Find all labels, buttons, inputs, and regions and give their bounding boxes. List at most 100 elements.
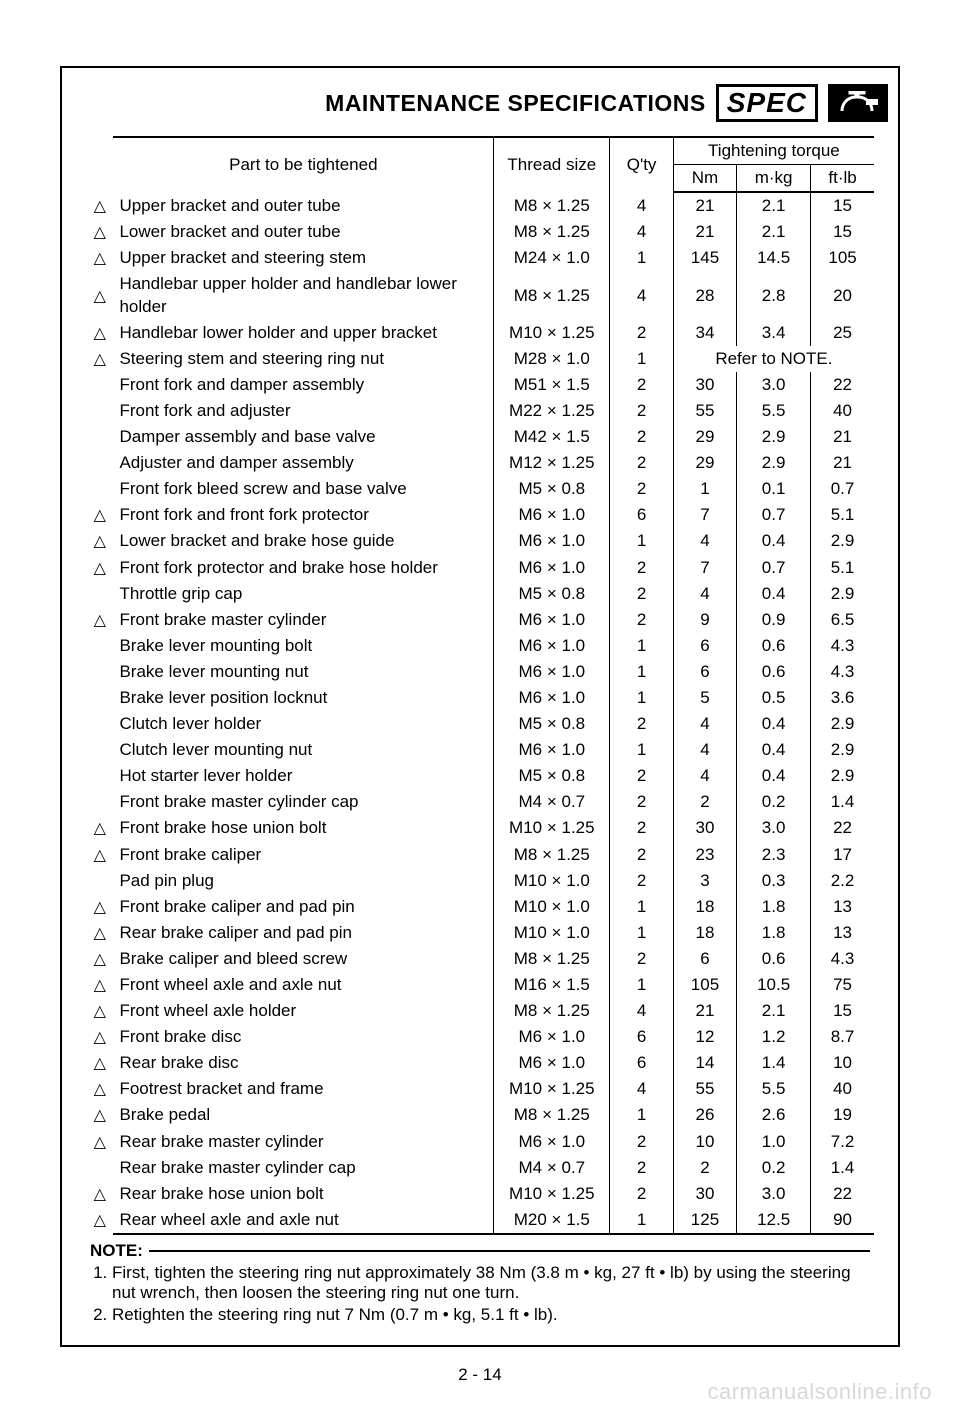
table-row: △Rear brake discM6 × 1.06141.410 <box>86 1050 874 1076</box>
cell-nm: 21 <box>673 219 736 245</box>
cell-ftlb: 15 <box>811 192 874 219</box>
cell-nm: 2 <box>673 1155 736 1181</box>
cell-mkg: 0.9 <box>737 607 811 633</box>
cell-thread: M5 × 0.8 <box>494 711 610 737</box>
table-row: △Front fork protector and brake hose hol… <box>86 555 874 581</box>
cell-nm: 9 <box>673 607 736 633</box>
cell-ftlb: 2.9 <box>811 737 874 763</box>
cell-thread: M22 × 1.25 <box>494 398 610 424</box>
cell-nm: 105 <box>673 972 736 998</box>
cell-ftlb: 19 <box>811 1102 874 1128</box>
cell-mkg: 2.1 <box>737 998 811 1024</box>
cell-thread: M5 × 0.8 <box>494 476 610 502</box>
cell-part: Rear brake disc <box>113 1050 493 1076</box>
cell-ftlb: 2.9 <box>811 763 874 789</box>
lt-mark: △ <box>86 1129 113 1155</box>
cell-ftlb: 75 <box>811 972 874 998</box>
cell-thread: M20 × 1.5 <box>494 1207 610 1234</box>
lt-mark: △ <box>86 1076 113 1102</box>
cell-mkg: 0.3 <box>737 868 811 894</box>
lt-mark: △ <box>86 842 113 868</box>
cell-thread: M24 × 1.0 <box>494 245 610 271</box>
cell-thread: M8 × 1.25 <box>494 219 610 245</box>
cell-thread: M6 × 1.0 <box>494 685 610 711</box>
cell-ftlb: 105 <box>811 245 874 271</box>
table-row: Pad pin plugM10 × 1.0230.32.2 <box>86 868 874 894</box>
lt-mark <box>86 711 113 737</box>
table-header: Part to be tightened Thread size Q'ty Ti… <box>86 137 874 192</box>
cell-ftlb: 6.5 <box>811 607 874 633</box>
cell-mkg: 2.6 <box>737 1102 811 1128</box>
cell-mkg: 0.7 <box>737 555 811 581</box>
cell-nm: 21 <box>673 192 736 219</box>
cell-refnote: Refer to NOTE. <box>673 346 874 372</box>
lt-mark: △ <box>86 1024 113 1050</box>
cell-ftlb: 1.4 <box>811 1155 874 1181</box>
table-row: Front fork bleed screw and base valveM5 … <box>86 476 874 502</box>
cell-thread: M6 × 1.0 <box>494 1050 610 1076</box>
note-item: Retighten the steering ring nut 7 Nm (0.… <box>112 1305 870 1325</box>
table-row: Brake lever mounting boltM6 × 1.0160.64.… <box>86 633 874 659</box>
cell-nm: 4 <box>673 737 736 763</box>
col-qty: Q'ty <box>610 137 673 192</box>
cell-thread: M16 × 1.5 <box>494 972 610 998</box>
cell-thread: M10 × 1.25 <box>494 1181 610 1207</box>
lt-mark: △ <box>86 555 113 581</box>
lt-mark: △ <box>86 502 113 528</box>
cell-thread: M8 × 1.25 <box>494 998 610 1024</box>
lt-mark <box>86 737 113 763</box>
cell-ftlb: 10 <box>811 1050 874 1076</box>
lt-mark: △ <box>86 528 113 554</box>
cell-nm: 3 <box>673 868 736 894</box>
cell-mkg: 0.1 <box>737 476 811 502</box>
col-nm: Nm <box>673 165 736 193</box>
cell-qty: 1 <box>610 346 673 372</box>
cell-part: Rear brake master cylinder <box>113 1129 493 1155</box>
cell-nm: 34 <box>673 320 736 346</box>
table-row: Clutch lever holderM5 × 0.8240.42.9 <box>86 711 874 737</box>
cell-part: Rear brake hose union bolt <box>113 1181 493 1207</box>
cell-qty: 2 <box>610 711 673 737</box>
cell-nm: 12 <box>673 1024 736 1050</box>
cell-thread: M10 × 1.25 <box>494 320 610 346</box>
cell-part: Front fork and adjuster <box>113 398 493 424</box>
table-row: △Handlebar lower holder and upper bracke… <box>86 320 874 346</box>
cell-nm: 14 <box>673 1050 736 1076</box>
page: MAINTENANCE SPECIFICATIONS SPEC <box>0 0 960 1425</box>
lt-mark <box>86 424 113 450</box>
cell-ftlb: 22 <box>811 1181 874 1207</box>
cell-qty: 4 <box>610 192 673 219</box>
cell-part: Upper bracket and outer tube <box>113 192 493 219</box>
cell-thread: M42 × 1.5 <box>494 424 610 450</box>
table-row: Clutch lever mounting nutM6 × 1.0140.42.… <box>86 737 874 763</box>
cell-qty: 1 <box>610 920 673 946</box>
cell-ftlb: 5.1 <box>811 555 874 581</box>
cell-nm: 6 <box>673 633 736 659</box>
table-row: △Front fork and front fork protectorM6 ×… <box>86 502 874 528</box>
cell-qty: 2 <box>610 815 673 841</box>
note-block: NOTE: First, tighten the steering ring n… <box>86 1241 874 1325</box>
table-row: Front fork and damper assemblyM51 × 1.52… <box>86 372 874 398</box>
table-row: △Steering stem and steering ring nutM28 … <box>86 346 874 372</box>
cell-part: Front brake hose union bolt <box>113 815 493 841</box>
cell-qty: 1 <box>610 528 673 554</box>
cell-part: Front brake disc <box>113 1024 493 1050</box>
cell-ftlb: 2.9 <box>811 581 874 607</box>
note-list: First, tighten the steering ring nut app… <box>90 1263 870 1325</box>
cell-qty: 2 <box>610 607 673 633</box>
lt-mark <box>86 581 113 607</box>
lt-mark: △ <box>86 815 113 841</box>
cell-mkg: 0.4 <box>737 581 811 607</box>
lt-mark <box>86 789 113 815</box>
cell-ftlb: 3.6 <box>811 685 874 711</box>
table-row: △Rear wheel axle and axle nutM20 × 1.511… <box>86 1207 874 1234</box>
lt-mark: △ <box>86 998 113 1024</box>
cell-nm: 29 <box>673 424 736 450</box>
cell-thread: M6 × 1.0 <box>494 502 610 528</box>
table-row: Brake lever position locknutM6 × 1.0150.… <box>86 685 874 711</box>
cell-thread: M12 × 1.25 <box>494 450 610 476</box>
cell-ftlb: 2.2 <box>811 868 874 894</box>
cell-qty: 4 <box>610 219 673 245</box>
cell-part: Rear wheel axle and axle nut <box>113 1207 493 1234</box>
lt-mark <box>86 1155 113 1181</box>
